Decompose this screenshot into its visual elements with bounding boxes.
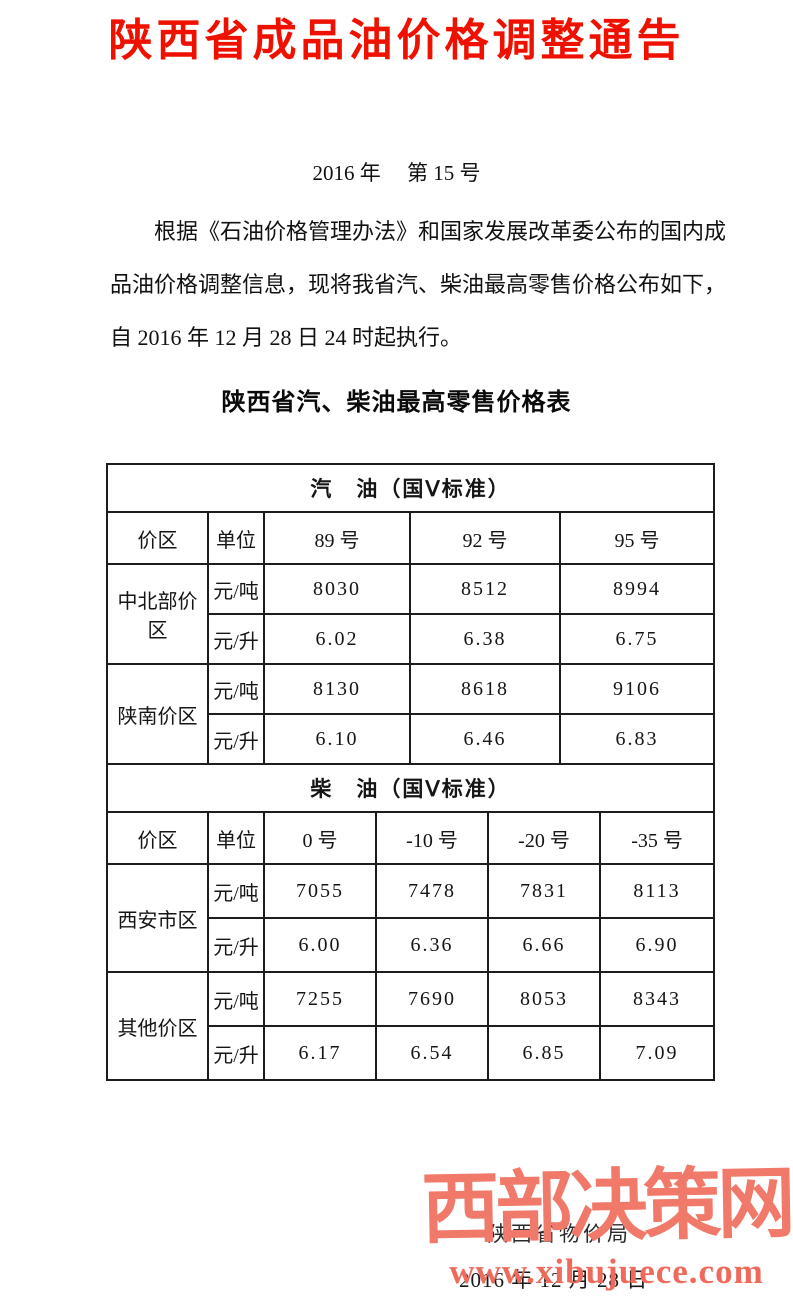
cell-price: 6.85 bbox=[487, 1025, 601, 1081]
cell-price: 6.02 bbox=[263, 613, 411, 665]
cell-price: 8343 bbox=[598, 971, 716, 1027]
issuer-signature: 陕西省物价局 bbox=[487, 1222, 631, 1246]
diesel-section-header: 柴 油（国Ⅴ标准） bbox=[105, 763, 716, 813]
cell-price: 8030 bbox=[263, 563, 411, 615]
cell-price: 7.09 bbox=[598, 1025, 716, 1081]
col-header-grade-95: 95 号 bbox=[558, 511, 716, 565]
diesel-section-row: 柴 油（国Ⅴ标准） bbox=[105, 763, 716, 813]
table-title: 陕西省汽、柴油最高零售价格表 bbox=[221, 389, 572, 416]
gasoline-header-row: 价区 单位 89 号 92 号 95 号 bbox=[106, 511, 716, 565]
cell-price: 6.10 bbox=[263, 713, 411, 765]
col-header-grade-minus20: -20 号 bbox=[487, 811, 601, 865]
cell-price: 7831 bbox=[487, 863, 601, 919]
cell-price: 8618 bbox=[409, 663, 561, 715]
cell-price: 6.66 bbox=[487, 917, 601, 973]
cell-price: 7690 bbox=[375, 971, 489, 1027]
cell-region: 陕南价区 bbox=[106, 663, 209, 765]
col-header-grade-89: 89 号 bbox=[263, 511, 411, 565]
cell-price: 7255 bbox=[263, 971, 377, 1027]
paragraph-line-3: 自 2016 年 12 月 28 日 24 时起执行。 bbox=[110, 325, 463, 350]
cell-unit: 元/升 bbox=[207, 613, 265, 665]
page-title: 陕西省成品油价格调整通告 bbox=[108, 16, 685, 65]
cell-unit: 元/吨 bbox=[207, 663, 265, 715]
col-header-region: 价区 bbox=[106, 511, 209, 565]
gasoline-section-row: 汽 油（国Ⅴ标准） bbox=[105, 463, 716, 513]
cell-unit: 元/吨 bbox=[207, 863, 265, 919]
cell-region: 西安市区 bbox=[106, 863, 209, 973]
table-row: 元/升 6.10 6.46 6.83 bbox=[107, 713, 716, 765]
cell-price: 8512 bbox=[409, 563, 561, 615]
body-paragraph: 根据《石油价格管理办法》和国家发展改革委公布的国内成 品油价格调整信息，现将我省… bbox=[110, 212, 727, 371]
gasoline-section-header: 汽 油（国Ⅴ标准） bbox=[105, 463, 716, 513]
col-header-unit: 单位 bbox=[207, 511, 265, 565]
col-header-grade-0: 0 号 bbox=[263, 811, 377, 865]
cell-price: 6.54 bbox=[375, 1025, 489, 1081]
document-page: { "title": "陕西省成品油价格调整通告", "doc_number":… bbox=[0, 16, 793, 1309]
cell-price: 6.00 bbox=[263, 917, 377, 973]
price-tables: 汽 油（国Ⅴ标准） 价区 单位 89 号 92 号 95 号 中北部价区 元/吨… bbox=[105, 463, 716, 1081]
cell-price: 6.38 bbox=[409, 613, 561, 665]
col-header-grade-92: 92 号 bbox=[409, 511, 561, 565]
cell-price: 8113 bbox=[598, 863, 716, 919]
table-row: 陕南价区 元/吨 8130 8618 9106 bbox=[106, 663, 716, 765]
diesel-header-row: 价区 单位 0 号 -10 号 -20 号 -35 号 bbox=[106, 811, 716, 865]
cell-region: 中北部价区 bbox=[106, 563, 209, 665]
cell-price: 8053 bbox=[487, 971, 601, 1027]
cell-unit: 元/升 bbox=[207, 713, 265, 765]
cell-unit: 元/升 bbox=[207, 1025, 265, 1081]
diesel-price-table: 柴 油（国Ⅴ标准） 价区 单位 0 号 -10 号 -20 号 -35 号 西安… bbox=[105, 763, 716, 1081]
cell-price: 6.83 bbox=[558, 713, 716, 765]
cell-price: 8130 bbox=[263, 663, 411, 715]
cell-price: 6.36 bbox=[375, 917, 489, 973]
table-row: 元/升 6.17 6.54 6.85 7.09 bbox=[107, 1025, 716, 1081]
col-header-unit: 单位 bbox=[207, 811, 265, 865]
cell-price: 8994 bbox=[558, 563, 716, 615]
cell-price: 6.75 bbox=[558, 613, 716, 665]
table-row: 中北部价区 元/吨 8030 8512 8994 bbox=[106, 563, 716, 665]
cell-price: 6.46 bbox=[409, 713, 561, 765]
gasoline-price-table: 汽 油（国Ⅴ标准） 价区 单位 89 号 92 号 95 号 中北部价区 元/吨… bbox=[105, 463, 716, 765]
paragraph-line-1: 根据《石油价格管理办法》和国家发展改革委公布的国内成 bbox=[154, 219, 727, 244]
paragraph-line-2: 品油价格调整信息，现将我省汽、柴油最高零售价格公布如下， bbox=[110, 272, 727, 297]
cell-price: 6.90 bbox=[598, 917, 716, 973]
cell-price: 7055 bbox=[263, 863, 377, 919]
cell-price: 6.17 bbox=[263, 1025, 377, 1081]
col-header-region: 价区 bbox=[106, 811, 209, 865]
cell-unit: 元/升 bbox=[207, 917, 265, 973]
cell-price: 9106 bbox=[558, 663, 716, 715]
table-row: 元/升 6.02 6.38 6.75 bbox=[107, 613, 716, 665]
col-header-grade-minus35: -35 号 bbox=[598, 811, 716, 865]
cell-unit: 元/吨 bbox=[207, 971, 265, 1027]
table-row: 元/升 6.00 6.36 6.66 6.90 bbox=[107, 917, 716, 973]
doc-number: 2016 年 第 15 号 bbox=[312, 161, 481, 185]
table-row: 其他价区 元/吨 7255 7690 8053 8343 bbox=[106, 971, 716, 1081]
col-header-grade-minus10: -10 号 bbox=[375, 811, 489, 865]
table-row: 西安市区 元/吨 7055 7478 7831 8113 bbox=[106, 863, 716, 973]
cell-region: 其他价区 bbox=[106, 971, 209, 1081]
cell-unit: 元/吨 bbox=[207, 563, 265, 615]
cell-price: 7478 bbox=[375, 863, 489, 919]
issue-date: 2016 年 12 月 28 日 bbox=[459, 1268, 649, 1292]
